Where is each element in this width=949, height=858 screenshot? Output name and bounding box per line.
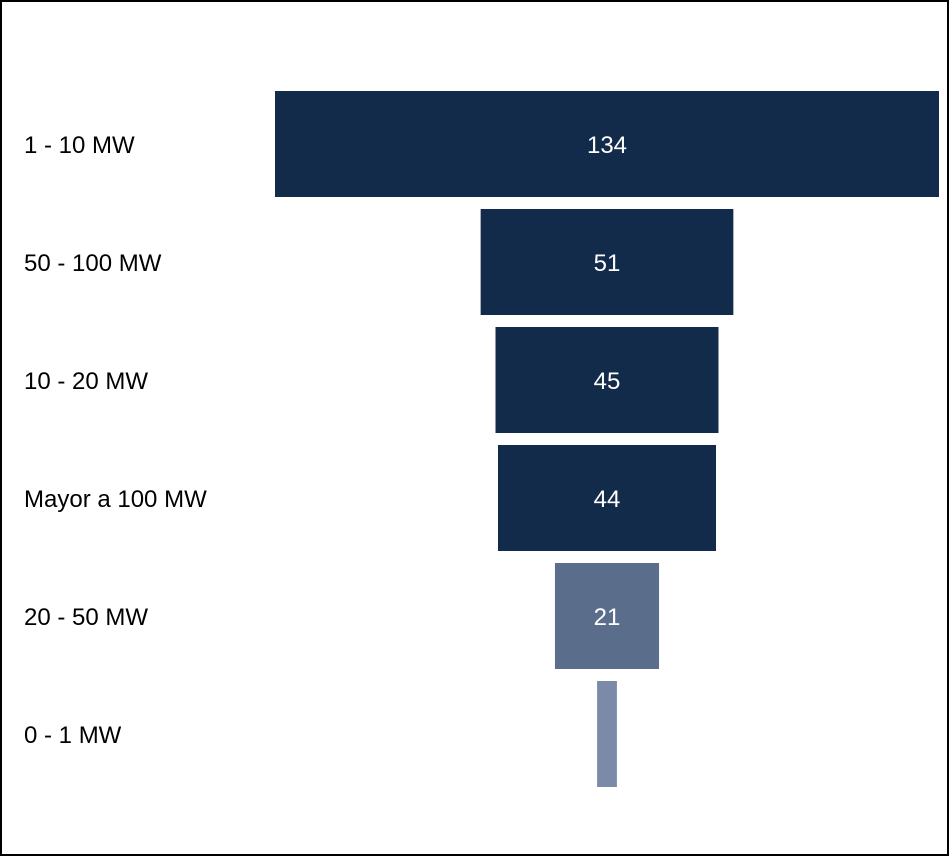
bar-50-100-mw <box>480 209 734 315</box>
category-label-0-1-mw: 0 - 1 MW <box>24 722 122 749</box>
bar-0-1-mw <box>597 681 617 787</box>
category-label-mayor-a-100-mw: Mayor a 100 MW <box>24 486 207 513</box>
category-label-50-100-mw: 50 - 100 MW <box>24 250 162 277</box>
value-label-50-100-mw: 51 <box>594 250 621 277</box>
value-label-mayor-a-100-mw: 44 <box>594 486 621 513</box>
value-label-1-10-mw: 134 <box>587 132 627 159</box>
category-label-10-20-mw: 10 - 20 MW <box>24 368 148 395</box>
bar-1-10-mw <box>275 91 939 197</box>
value-label-20-50-mw: 21 <box>594 604 621 631</box>
bar-20-50-mw <box>554 563 660 669</box>
bar-mayor-a-100-mw <box>497 445 717 551</box>
bar-10-20-mw <box>495 327 719 433</box>
category-label-20-50-mw: 20 - 50 MW <box>24 604 148 631</box>
value-label-10-20-mw: 45 <box>594 368 621 395</box>
category-label-1-10-mw: 1 - 10 MW <box>24 132 135 159</box>
